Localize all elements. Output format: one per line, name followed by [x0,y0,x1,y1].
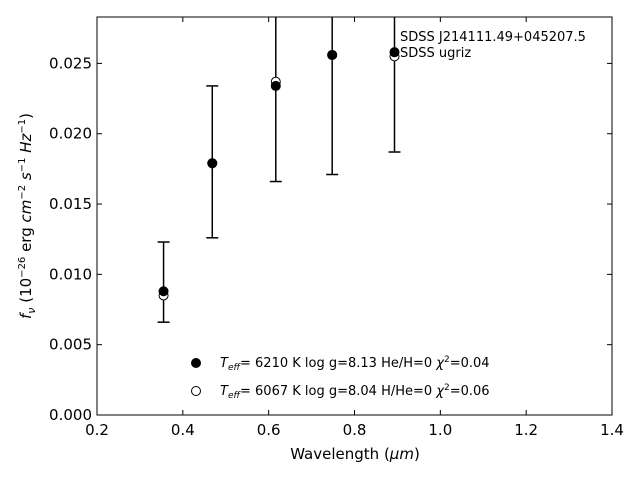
x-axis: 0.2 0.4 0.6 0.8 1.0 1.2 1.4 [85,17,624,439]
data-markers [158,47,400,301]
y-tick-label: 0.010 [49,265,92,283]
x-tick-label: 1.2 [514,421,538,439]
y-tick-label: 0.005 [49,336,92,354]
y-tick-label: 0.025 [49,54,92,72]
annotation-filter-set: SDSS ugriz [400,46,471,61]
model-point-filled [207,158,218,169]
x-tick-label: 0.4 [171,421,195,439]
model-point-filled [327,49,338,60]
y-tick-label: 0.000 [49,406,92,424]
legend: Teff= 6210 K log g=8.13 He/H=0 χ2=0.04 T… [191,355,490,401]
error-bars [157,17,401,323]
legend-entry-2: Teff= 6067 K log g=8.04 H/He=0 χ2=0.06 [220,383,490,401]
y-axis: 0.000 0.005 0.010 0.015 0.020 0.025 [49,54,612,424]
x-axis-title: Wavelength (μm) [290,445,420,463]
x-tick-label: 0.6 [257,421,281,439]
legend-marker-open [191,386,201,396]
x-tick-label: 1.0 [428,421,452,439]
model-point-filled [270,80,281,91]
y-tick-label: 0.015 [49,195,92,213]
model-point-filled [158,286,169,297]
model-point-filled [389,47,400,58]
y-tick-label: 0.020 [49,125,92,143]
x-tick-label: 1.4 [600,421,624,439]
legend-entry-1: Teff= 6210 K log g=8.13 He/H=0 χ2=0.04 [220,355,490,373]
x-tick-label: 0.8 [343,421,367,439]
y-axis-title: fν (10−26 erg cm−2 s−1 Hz−1) [17,113,38,319]
x-tick-label: 0.2 [85,421,109,439]
annotation-object-name: SDSS J214111.49+045207.5 [400,30,586,45]
legend-marker-filled [191,358,201,368]
